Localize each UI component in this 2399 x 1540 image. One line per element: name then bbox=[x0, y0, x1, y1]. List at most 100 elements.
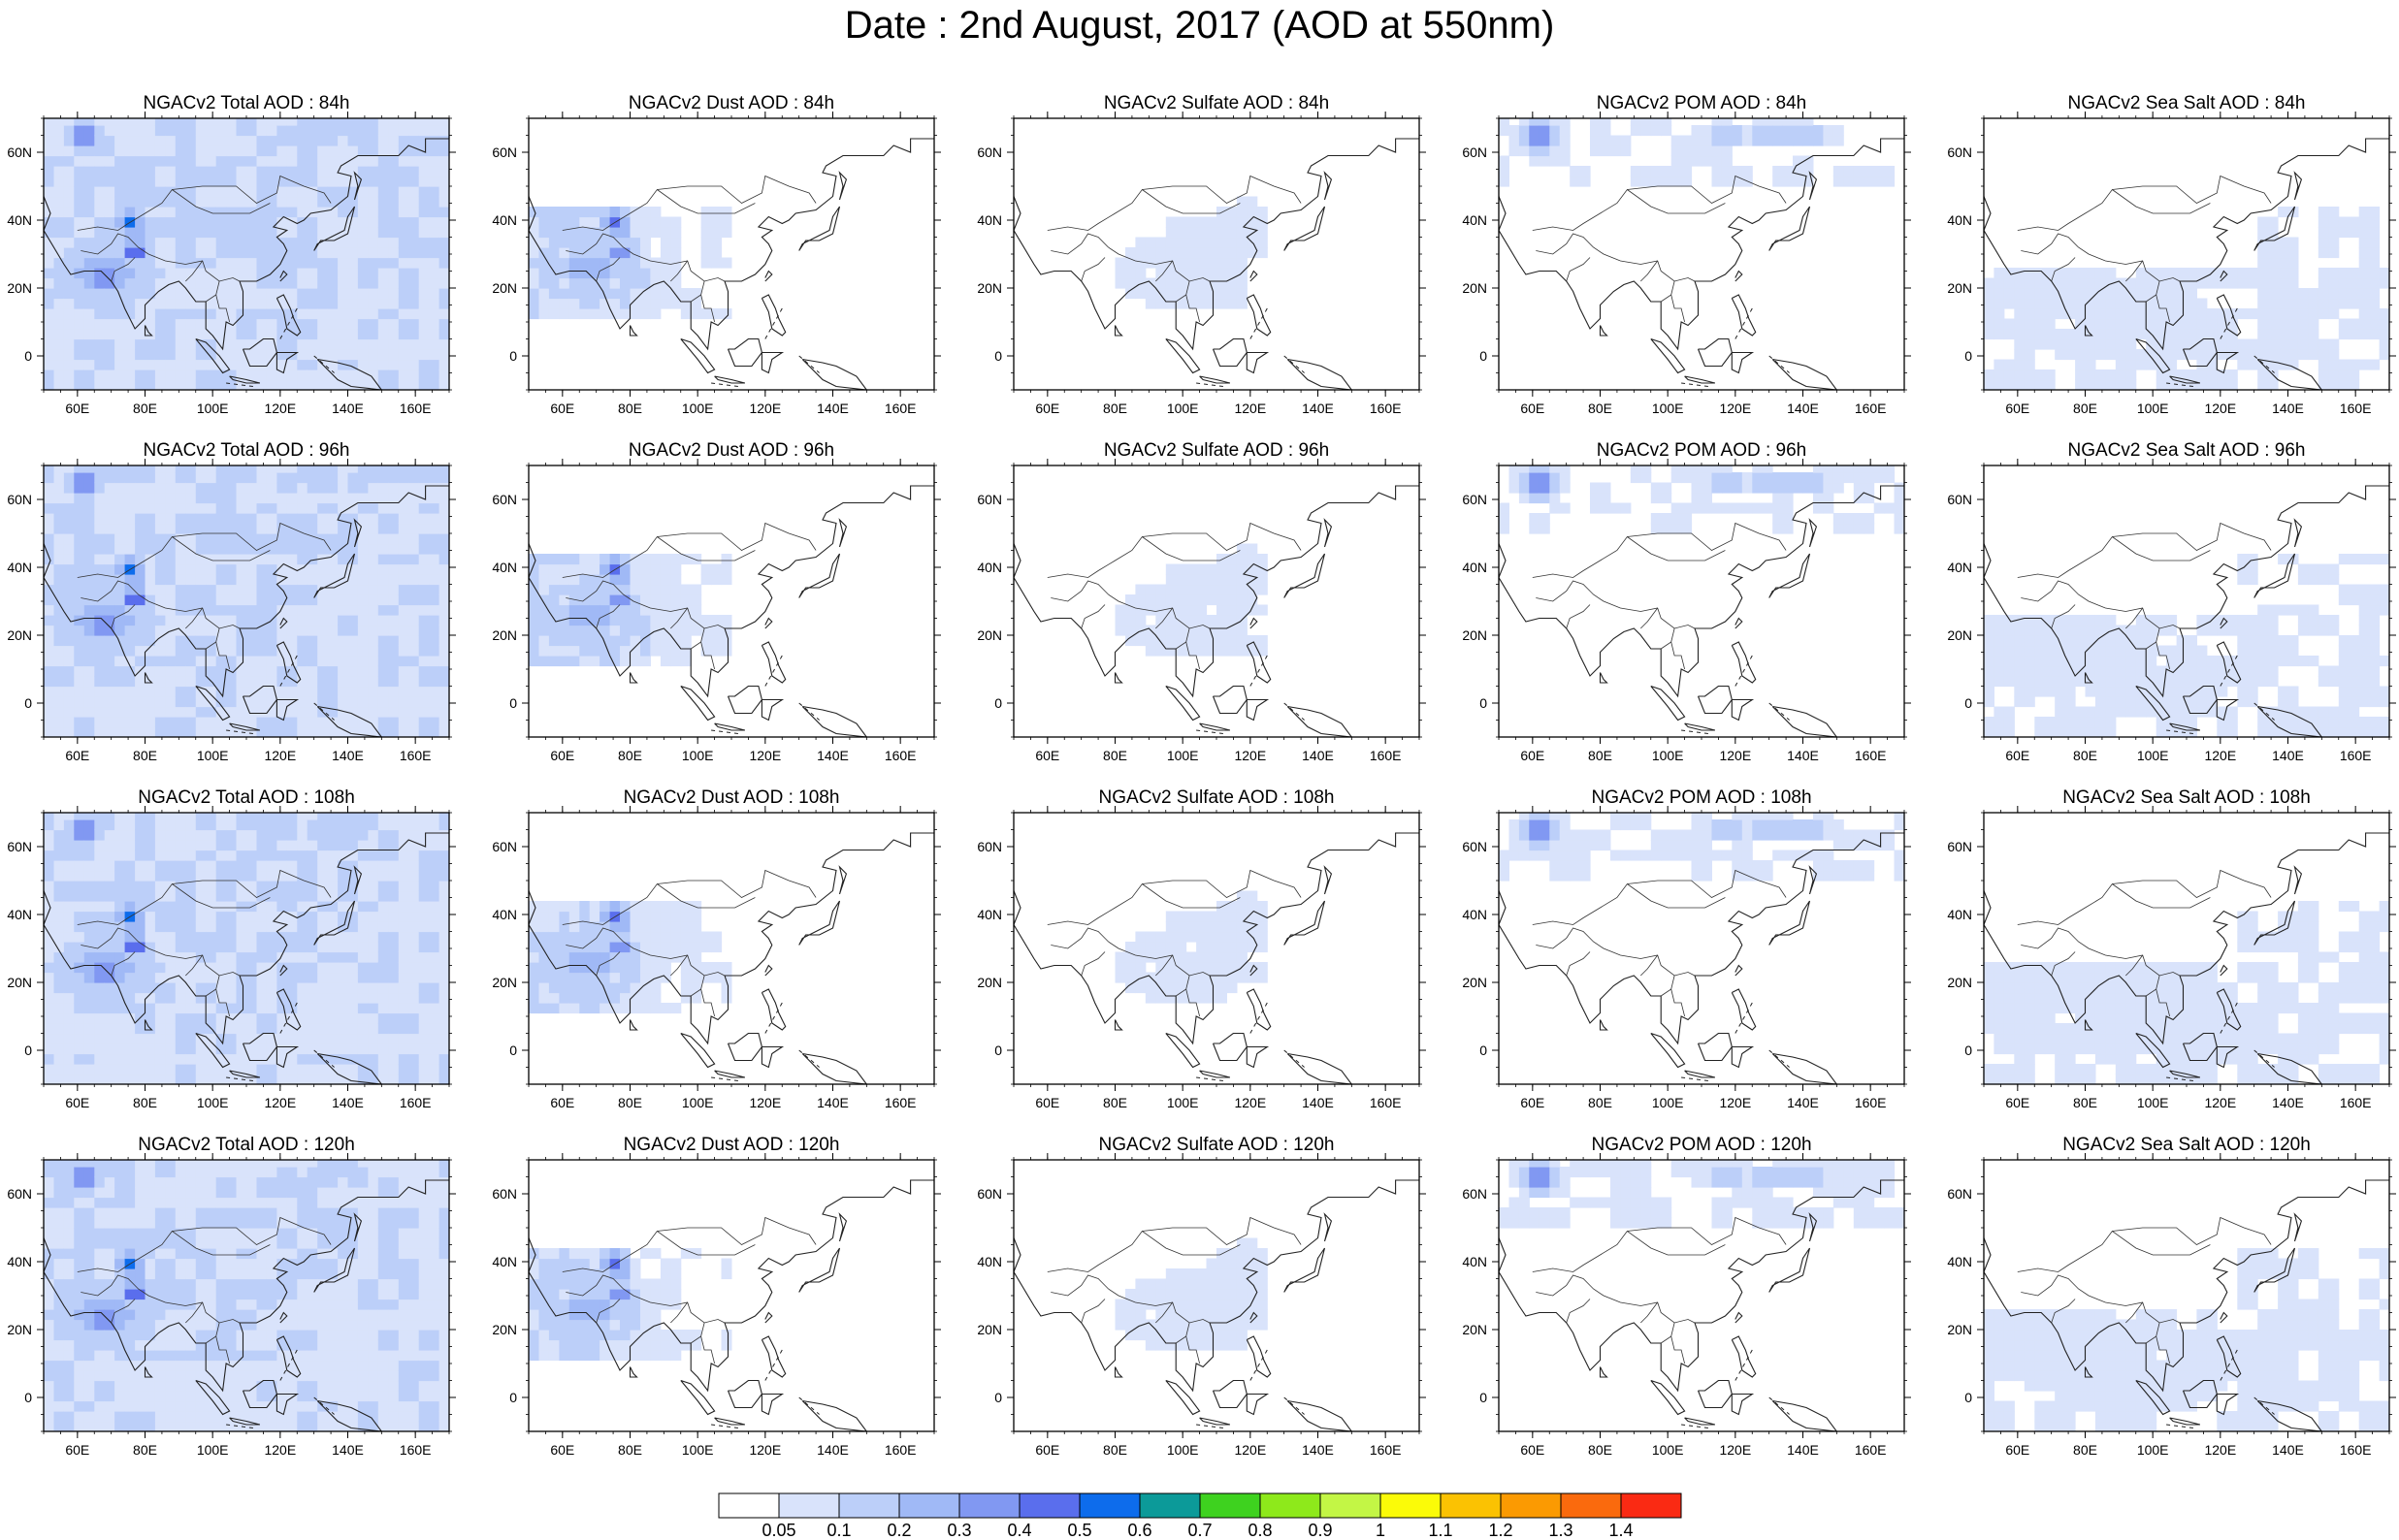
colorbar-swatch bbox=[1259, 1492, 1321, 1519]
y-tick-label: 0 bbox=[24, 1390, 32, 1405]
country-border bbox=[2156, 1335, 2170, 1364]
x-tick-label: 100E bbox=[2137, 1442, 2169, 1458]
country-border bbox=[215, 641, 230, 670]
coastline bbox=[1599, 1019, 1608, 1031]
coastline bbox=[229, 1417, 261, 1426]
coastline bbox=[1499, 138, 1904, 351]
map-panel: NGACv2 Sulfate AOD : 96h 60E 80E 100E 120E 14… bbox=[977, 440, 1426, 763]
y-tick-label: 20N bbox=[1462, 280, 1487, 296]
coastline bbox=[279, 1311, 288, 1324]
x-tick-label: 80E bbox=[1103, 401, 1127, 416]
borders bbox=[77, 522, 332, 670]
coastline bbox=[1246, 1335, 1272, 1378]
borders bbox=[562, 175, 817, 323]
coastline bbox=[353, 865, 363, 895]
coastline bbox=[44, 832, 449, 1045]
x-tick-label: 120E bbox=[264, 1442, 296, 1458]
coastline bbox=[1684, 375, 1716, 384]
country-border bbox=[1185, 1335, 1200, 1364]
borders bbox=[77, 175, 332, 323]
dashed-line bbox=[764, 307, 783, 339]
country-border bbox=[81, 233, 241, 282]
y-tick-label: 60N bbox=[492, 1186, 517, 1202]
coastline bbox=[629, 672, 638, 684]
dashed-line bbox=[1283, 702, 1305, 721]
coastline bbox=[680, 1032, 716, 1069]
panel-title: NGACv2 Dust AOD : 96h bbox=[629, 440, 834, 461]
country-border bbox=[562, 175, 817, 231]
coastline bbox=[2182, 1379, 2218, 1409]
coastline bbox=[761, 698, 785, 722]
country-border bbox=[172, 189, 271, 214]
colorbar-swatch bbox=[1500, 1492, 1562, 1519]
coastline bbox=[276, 988, 302, 1031]
borders bbox=[1532, 175, 1787, 323]
coastline bbox=[44, 485, 449, 698]
y-tick-label: 0 bbox=[1479, 348, 1487, 364]
country-border bbox=[1536, 1274, 1696, 1324]
coastline bbox=[1984, 832, 2389, 1045]
coastline bbox=[1114, 1366, 1123, 1378]
country-border bbox=[1532, 175, 1787, 231]
aod-field bbox=[529, 1248, 732, 1362]
y-tick-label: 0 bbox=[1964, 1043, 1972, 1058]
country-border bbox=[2156, 641, 2170, 670]
coastline bbox=[761, 988, 787, 1031]
coastline bbox=[529, 1179, 934, 1393]
country-border bbox=[2112, 1231, 2211, 1256]
country-border bbox=[2156, 988, 2170, 1017]
coastline bbox=[276, 1393, 300, 1416]
coastline bbox=[229, 722, 261, 731]
dashed-line bbox=[1734, 307, 1753, 339]
panel-title: NGACv2 Sea Salt AOD : 108h bbox=[2062, 787, 2311, 808]
dashed-line bbox=[798, 702, 820, 721]
coastline bbox=[353, 518, 363, 548]
coastline bbox=[1731, 988, 1757, 1031]
country-border bbox=[215, 294, 230, 323]
coastlines bbox=[1014, 832, 1419, 1084]
y-tick-label: 20N bbox=[977, 280, 1002, 296]
x-tick-label: 120E bbox=[1234, 748, 1266, 763]
coastline bbox=[1697, 337, 1733, 368]
x-tick-label: 60E bbox=[550, 1095, 574, 1110]
coastline bbox=[1768, 206, 1811, 251]
country-border bbox=[1627, 536, 1726, 561]
coastline bbox=[1771, 1052, 1837, 1084]
y-tick-label: 60N bbox=[7, 492, 32, 507]
coastline bbox=[2135, 1379, 2171, 1416]
x-tick-label: 80E bbox=[1103, 1442, 1127, 1458]
dashed-line bbox=[2220, 1349, 2238, 1381]
map-panel: NGACv2 Total AOD : 108h 60E 80E 100E 120E 140… bbox=[7, 787, 456, 1110]
map-panel: NGACv2 Sea Salt AOD : 96h 60E 80E 100E 120E 1… bbox=[1947, 440, 2396, 763]
x-tick-label: 60E bbox=[65, 1095, 89, 1110]
dashed-line bbox=[1283, 355, 1305, 373]
coastline bbox=[2169, 722, 2201, 731]
country-border bbox=[2021, 1274, 2181, 1324]
coastline bbox=[1499, 1179, 1904, 1393]
dashed-line bbox=[2220, 307, 2238, 339]
country-border bbox=[77, 522, 332, 578]
country-border bbox=[2021, 233, 2181, 282]
y-tick-label: 0 bbox=[24, 1043, 32, 1058]
x-tick-label: 140E bbox=[332, 401, 364, 416]
x-tick-label: 140E bbox=[2272, 748, 2304, 763]
coastline bbox=[2220, 617, 2228, 629]
y-tick-label: 60N bbox=[492, 839, 517, 854]
country-border bbox=[2017, 1216, 2272, 1272]
country-border bbox=[1155, 1301, 1174, 1324]
coastline bbox=[2182, 1032, 2218, 1062]
y-tick-label: 60N bbox=[977, 492, 1002, 507]
dashed-line bbox=[764, 1349, 783, 1381]
country-border bbox=[1536, 233, 1696, 282]
x-tick-label: 160E bbox=[1370, 1442, 1402, 1458]
x-tick-label: 140E bbox=[1302, 401, 1334, 416]
colorbar-label: 0.1 bbox=[827, 1521, 851, 1540]
x-tick-label: 100E bbox=[2137, 401, 2169, 416]
coastline bbox=[1984, 138, 2389, 351]
colorbar-label: 1 bbox=[1376, 1521, 1385, 1540]
x-tick-label: 120E bbox=[1719, 1442, 1751, 1458]
aod-field bbox=[1984, 207, 2389, 390]
coastline bbox=[529, 832, 934, 1045]
map-panel: NGACv2 POM AOD : 108h 60E 80E 100E 120E 140E 1… bbox=[1462, 787, 1911, 1110]
colorbar-label: 1.4 bbox=[1608, 1521, 1633, 1540]
